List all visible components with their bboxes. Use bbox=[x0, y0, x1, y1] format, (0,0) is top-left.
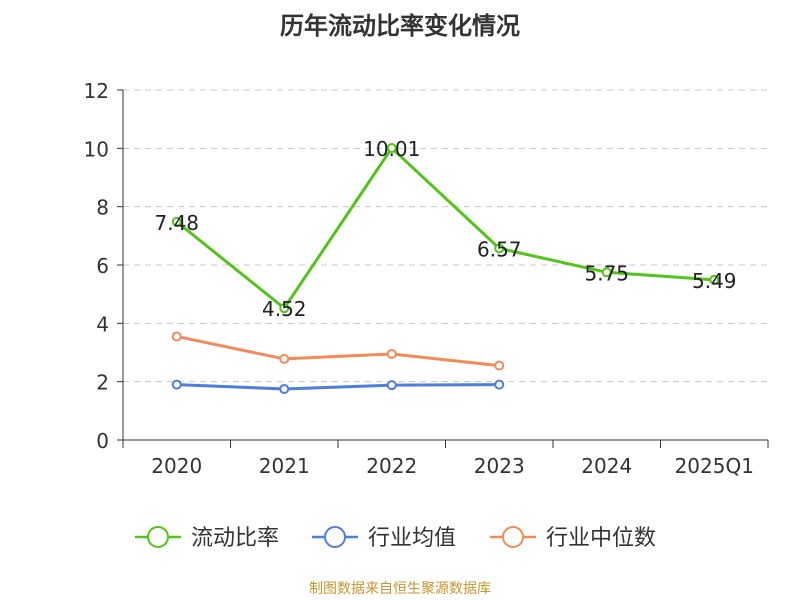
data-label: 5.49 bbox=[692, 269, 737, 293]
x-tick-label: 2024 bbox=[581, 454, 632, 478]
x-tick-label: 2022 bbox=[366, 454, 417, 478]
series-line bbox=[175, 146, 715, 310]
chart-title: 历年流动比率变化情况 bbox=[280, 12, 520, 40]
data-label: 6.57 bbox=[477, 237, 522, 261]
y-tick-label: 8 bbox=[96, 196, 109, 220]
source-note: 制图数据来自恒生聚源数据库 bbox=[309, 581, 491, 597]
y-tick-label: 10 bbox=[84, 137, 109, 161]
data-point bbox=[279, 353, 290, 364]
data-point bbox=[279, 383, 290, 394]
data-point bbox=[171, 216, 182, 227]
data-point bbox=[279, 303, 290, 314]
legend-marker bbox=[502, 526, 524, 548]
y-tick-label: 4 bbox=[96, 312, 109, 336]
data-label: 5.75 bbox=[584, 261, 629, 285]
x-tick-label: 2023 bbox=[474, 454, 525, 478]
data-label: 7.48 bbox=[154, 211, 199, 235]
data-point bbox=[386, 348, 397, 359]
data-label: 4.52 bbox=[262, 297, 307, 321]
data-point bbox=[386, 380, 397, 391]
x-tick-label: 2025Q1 bbox=[675, 454, 754, 478]
y-tick-label: 6 bbox=[96, 254, 109, 278]
legend-label: 流动比率 bbox=[191, 526, 279, 551]
data-point bbox=[494, 360, 505, 371]
y-tick-label: 12 bbox=[84, 79, 109, 103]
data-point bbox=[494, 379, 505, 390]
series-line bbox=[176, 383, 500, 391]
data-point bbox=[709, 274, 720, 285]
data-point bbox=[494, 243, 505, 254]
data-point bbox=[171, 331, 182, 342]
data-point bbox=[386, 143, 397, 154]
y-tick-label: 2 bbox=[96, 371, 109, 395]
x-tick-label: 2021 bbox=[259, 454, 310, 478]
legend-marker bbox=[147, 526, 169, 548]
legend-label: 行业中位数 bbox=[546, 526, 656, 551]
y-tick-label: 0 bbox=[96, 429, 109, 453]
x-tick-label: 2020 bbox=[151, 454, 202, 478]
legend-label: 行业均值 bbox=[368, 526, 456, 551]
data-point bbox=[171, 379, 182, 390]
data-label: 10.01 bbox=[363, 137, 420, 161]
data-point bbox=[601, 267, 612, 278]
series-line bbox=[176, 334, 500, 368]
legend-marker bbox=[324, 526, 346, 548]
